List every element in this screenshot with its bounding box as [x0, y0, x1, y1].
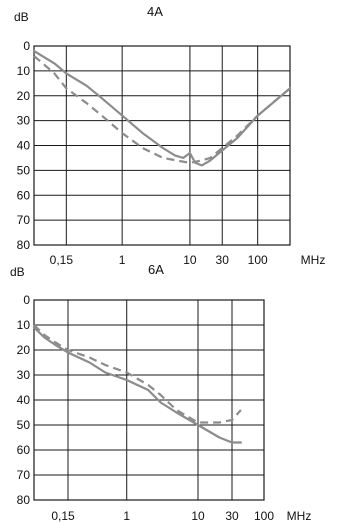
plot-frame [33, 299, 265, 501]
x-tick-label: 30 [225, 509, 239, 523]
x-unit-label: MHz [287, 509, 312, 523]
chart-4a: 0 10 20 30 40 50 60 70 80 0,15 1 10 30 100 MHz dB 4A [14, 4, 325, 267]
y-tick-label: 0 [23, 293, 30, 307]
y-tick-label: 20 [17, 343, 31, 357]
x-tick-label: 0,15 [50, 253, 74, 267]
y-unit-label: dB [14, 10, 29, 24]
chart-title: 6A [148, 262, 164, 277]
chart-6a: 0 10 20 30 40 50 60 70 80 0,15 1 10 30 100 MHz dB 6A [10, 262, 311, 523]
chart-title: 4A [147, 4, 163, 19]
dashed-series-line [33, 324, 242, 424]
x-tick-label: 100 [254, 509, 274, 523]
y-tick-label: 70 [17, 213, 31, 227]
y-tick-label: 30 [17, 368, 31, 382]
y-tick-label: 10 [17, 318, 31, 332]
y-tick-label: 30 [17, 114, 31, 128]
x-tick-label: 100 [248, 253, 268, 267]
y-tick-label: 10 [17, 64, 31, 78]
solid-series-line [32, 49, 292, 167]
x-tick-label: 10 [183, 253, 197, 267]
y-tick-label: 50 [17, 418, 31, 432]
y-tick-label: 40 [17, 393, 31, 407]
y-tick-label: 70 [17, 468, 31, 482]
x-tick-label: 0,15 [51, 509, 75, 523]
y-tick-label: 50 [17, 163, 31, 177]
y-tick-label: 60 [17, 443, 31, 457]
x-unit-label: MHz [301, 253, 326, 267]
y-tick-label: 40 [17, 139, 31, 153]
y-unit-label: dB [10, 265, 25, 279]
y-tick-label: 80 [17, 493, 31, 507]
y-tick-label: 60 [17, 188, 31, 202]
x-tick-label: 30 [216, 253, 230, 267]
plot-frame [33, 45, 291, 246]
x-tick-label: 10 [191, 509, 205, 523]
solid-series-line [32, 326, 242, 444]
dashed-series-line [33, 55, 291, 164]
y-tick-label: 20 [17, 89, 31, 103]
x-tick-label: 1 [123, 509, 130, 523]
x-tick-label: 1 [119, 253, 126, 267]
y-tick-label: 80 [17, 238, 31, 252]
y-tick-label: 0 [23, 39, 30, 53]
